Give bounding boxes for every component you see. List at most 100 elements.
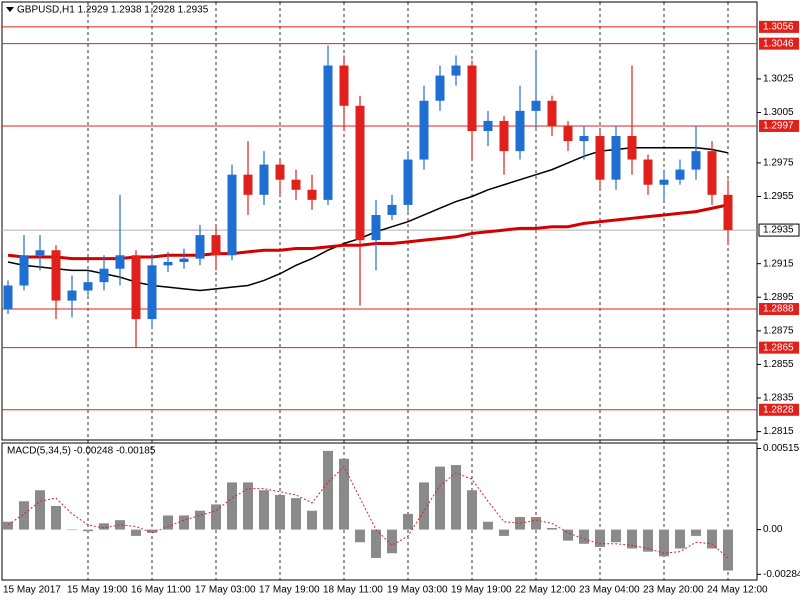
x-tick-label: 19 May 03:00 [387,585,448,596]
candle-body [211,235,221,256]
candle-body [371,214,381,241]
x-tick-label: 19 May 19:00 [451,585,512,596]
macd-bar [419,482,429,530]
candle-body [403,159,413,205]
macd-bar [643,529,653,552]
candle-body [147,265,157,320]
y-tick-label: 0.00515 [763,443,800,454]
macd-bar [115,520,125,530]
candle-body [611,136,621,180]
candle-body [531,100,541,111]
candle-body [19,255,29,286]
macd-bar [451,465,461,530]
macd-bar [611,529,621,543]
macd-bar [83,529,93,532]
chart-title: GBPUSD,H1 1.2929 1.2938 1.2928 1.2935 [17,5,209,16]
y-tick-label: -0.00284 [763,569,800,580]
x-tick-label: 17 May 03:00 [195,585,256,596]
macd-bar [579,529,589,544]
last-price-box [758,223,800,237]
macd-bar [291,498,301,530]
y-tick-label: 1.2915 [763,258,794,269]
candle-body [291,179,301,190]
macd-bar [243,482,253,530]
x-tick-label: 24 May 12:00 [707,585,768,596]
x-tick-label: 15 May 2017 [3,585,61,596]
macd-bar [595,529,605,547]
y-tick-label: 1.2815 [763,426,794,437]
candle-body [419,100,429,160]
level-label: 1.3056 [763,22,794,33]
candle-body [643,159,653,185]
y-tick-label: 1.3005 [763,107,794,118]
candle-body [307,189,317,200]
macd-bar [339,458,349,530]
candle-body [675,169,685,180]
candle-body [451,65,461,76]
macd-bar [163,515,173,530]
candle-body [243,174,253,195]
level-label: 1.2997 [763,121,794,132]
level-label: 1.3046 [763,38,794,49]
macd-bar [499,529,509,536]
candle-body [707,151,717,195]
x-tick-label: 15 May 19:00 [67,585,128,596]
macd-bar [483,521,493,530]
candle-body [691,151,701,170]
menu-arrow[interactable] [6,7,14,12]
candle-body [323,65,333,200]
y-tick-label: 0.00 [763,524,783,535]
macd-bar [627,529,637,549]
candle-body [355,105,365,241]
candle-body [547,100,557,126]
macd-bar [675,529,685,549]
candle-body [67,290,77,301]
level-label-box [759,20,799,33]
macd-bar [691,529,701,536]
candle-body [35,250,45,256]
candle-body [339,65,349,106]
y-tick-label: 1.2895 [763,292,794,303]
candle-body [227,174,237,256]
moving-average [7,203,729,261]
macd-bar [723,529,733,571]
candle-body [387,204,397,215]
candle-body [579,136,589,142]
macd-panel [1,442,758,581]
candle-body [515,110,525,152]
level-label-box [759,403,799,416]
macd-bar [387,529,397,554]
candle-body [51,250,61,301]
macd-bar [3,521,13,530]
macd-bar [19,501,29,530]
macd-bar [147,529,157,533]
macd-bar [707,529,717,549]
x-tick-label: 22 May 12:00 [515,585,576,596]
macd-bar [227,482,237,530]
y-tick-label: 1.2855 [763,359,794,370]
level-label-box [759,341,799,354]
macd-bar [195,510,205,530]
macd-bar [355,529,365,543]
level-label: 1.2865 [763,342,794,353]
macd-bar [51,505,61,530]
last-price-label: 1.2935 [763,225,794,236]
candle-body [467,65,477,131]
y-tick-label: 1.2875 [763,325,794,336]
macd-bar [35,490,45,530]
y-tick-label: 1.2975 [763,158,794,169]
macd-bar [435,466,445,530]
candle-body [563,125,573,142]
macd-bar [371,529,381,558]
macd-bar [99,523,109,530]
candle-body [83,282,93,291]
level-label-box [759,303,799,316]
level-label: 1.2828 [763,404,794,415]
candle-body [435,75,445,101]
macd-bar [467,490,477,530]
macd-signal [7,465,729,559]
x-tick-label: 23 May 04:00 [579,585,640,596]
macd-bar [131,529,141,536]
macd-bar [563,529,573,541]
